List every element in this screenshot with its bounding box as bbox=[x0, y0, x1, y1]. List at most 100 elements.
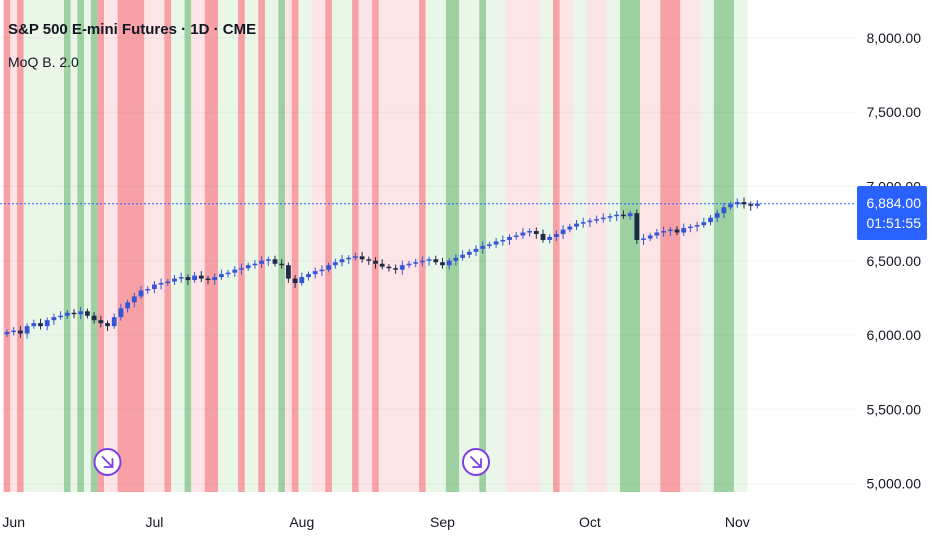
band-strong_bull-47 bbox=[620, 0, 641, 492]
time-tick-label: Sep bbox=[430, 514, 455, 530]
candle bbox=[641, 234, 646, 245]
time-tick-label: Aug bbox=[289, 514, 314, 530]
candle bbox=[667, 226, 673, 236]
candle-body bbox=[359, 256, 365, 260]
band-weak_bear-24 bbox=[285, 0, 292, 492]
band-strong_bear-34 bbox=[419, 0, 426, 492]
candle bbox=[239, 263, 244, 275]
candle-body bbox=[306, 274, 311, 278]
candle-body bbox=[326, 265, 331, 270]
band-weak_bear-31 bbox=[358, 0, 373, 492]
candle bbox=[399, 260, 405, 275]
price-tick-label: 5,000.00 bbox=[867, 476, 922, 492]
candle bbox=[219, 269, 224, 280]
candle bbox=[560, 225, 566, 239]
band-weak_bear-40 bbox=[506, 0, 540, 492]
candle bbox=[547, 234, 553, 244]
indicator-background-bands bbox=[3, 0, 748, 492]
candle-body bbox=[339, 259, 345, 263]
band-weak_bull-3 bbox=[23, 0, 64, 492]
candle bbox=[265, 256, 271, 266]
candle bbox=[24, 323, 30, 339]
candle-body bbox=[11, 330, 17, 333]
candle bbox=[755, 200, 760, 209]
candle-body bbox=[420, 260, 425, 263]
price-axis: 5,000.005,500.006,000.006,500.007,000.00… bbox=[855, 0, 932, 550]
candle-body bbox=[158, 283, 164, 285]
band-weak_bull-22 bbox=[264, 0, 279, 492]
candle bbox=[232, 266, 238, 277]
candle-body bbox=[219, 274, 224, 278]
event-marker-icon[interactable] bbox=[462, 448, 490, 476]
time-tick-label: Jun bbox=[2, 514, 25, 530]
candle bbox=[621, 210, 626, 219]
candle-body bbox=[701, 222, 707, 226]
candle-body bbox=[38, 323, 43, 327]
band-weak_bear-10 bbox=[104, 0, 118, 492]
candle-body bbox=[480, 245, 486, 249]
candle bbox=[346, 255, 352, 265]
candle bbox=[594, 215, 599, 224]
candle-body bbox=[453, 257, 459, 261]
band-strong_bull-6 bbox=[77, 0, 85, 492]
candle-body bbox=[24, 326, 30, 334]
candle-body bbox=[614, 214, 620, 217]
candle-body bbox=[192, 275, 197, 281]
band-strong_bear-17 bbox=[204, 0, 219, 492]
band-weak_bull-14 bbox=[171, 0, 185, 492]
candle bbox=[192, 272, 197, 283]
candle bbox=[51, 313, 57, 326]
candle bbox=[319, 265, 325, 277]
candle-body bbox=[299, 277, 305, 284]
event-markers bbox=[93, 448, 490, 476]
candle bbox=[373, 257, 378, 269]
candle bbox=[614, 211, 620, 222]
candle bbox=[312, 267, 318, 279]
candle bbox=[406, 261, 412, 268]
candle-body bbox=[748, 204, 754, 206]
band-weak_bear-27 bbox=[311, 0, 326, 492]
band-weak_bear-45 bbox=[586, 0, 607, 492]
price-axis-bg[interactable] bbox=[855, 0, 932, 550]
indicator-title[interactable]: MoQ B. 2.0 bbox=[8, 54, 79, 70]
candle-body bbox=[500, 239, 506, 242]
candle-body bbox=[621, 214, 626, 217]
candle bbox=[574, 220, 579, 231]
candle-body bbox=[125, 302, 130, 309]
candle-body bbox=[487, 244, 492, 246]
candle bbox=[78, 306, 84, 320]
last-price-tag: 6,884.00 01:51:55 bbox=[857, 186, 927, 240]
candle bbox=[38, 318, 43, 330]
candle bbox=[326, 262, 331, 273]
time-axis-bg[interactable] bbox=[0, 492, 855, 550]
band-strong_bear-32 bbox=[372, 0, 379, 492]
candle-body bbox=[319, 269, 325, 272]
band-weak_bear-16 bbox=[191, 0, 205, 492]
candle bbox=[158, 278, 164, 290]
candle-body bbox=[212, 277, 218, 281]
candle bbox=[252, 260, 258, 269]
candle bbox=[178, 272, 184, 283]
candle-body bbox=[31, 323, 37, 327]
candle-body bbox=[533, 231, 539, 235]
candle bbox=[85, 308, 90, 319]
candle-body bbox=[58, 315, 63, 318]
candle bbox=[185, 274, 191, 285]
candle bbox=[721, 202, 727, 219]
candle bbox=[688, 223, 693, 233]
candle bbox=[386, 264, 392, 272]
event-marker-icon[interactable] bbox=[93, 448, 122, 476]
candle bbox=[44, 317, 50, 331]
candle bbox=[306, 271, 311, 281]
candle-body bbox=[346, 257, 352, 260]
price-tick-label: 5,500.00 bbox=[867, 401, 922, 417]
candle bbox=[634, 209, 640, 245]
candle bbox=[138, 286, 144, 300]
candle bbox=[627, 210, 633, 220]
band-weak_bull-41 bbox=[539, 0, 554, 492]
band-strong_bear-9 bbox=[97, 0, 105, 492]
candle-body bbox=[527, 231, 532, 233]
symbol-title[interactable]: S&P 500 E-mini Futures · 1D · CME bbox=[8, 21, 257, 38]
candle bbox=[734, 198, 740, 208]
